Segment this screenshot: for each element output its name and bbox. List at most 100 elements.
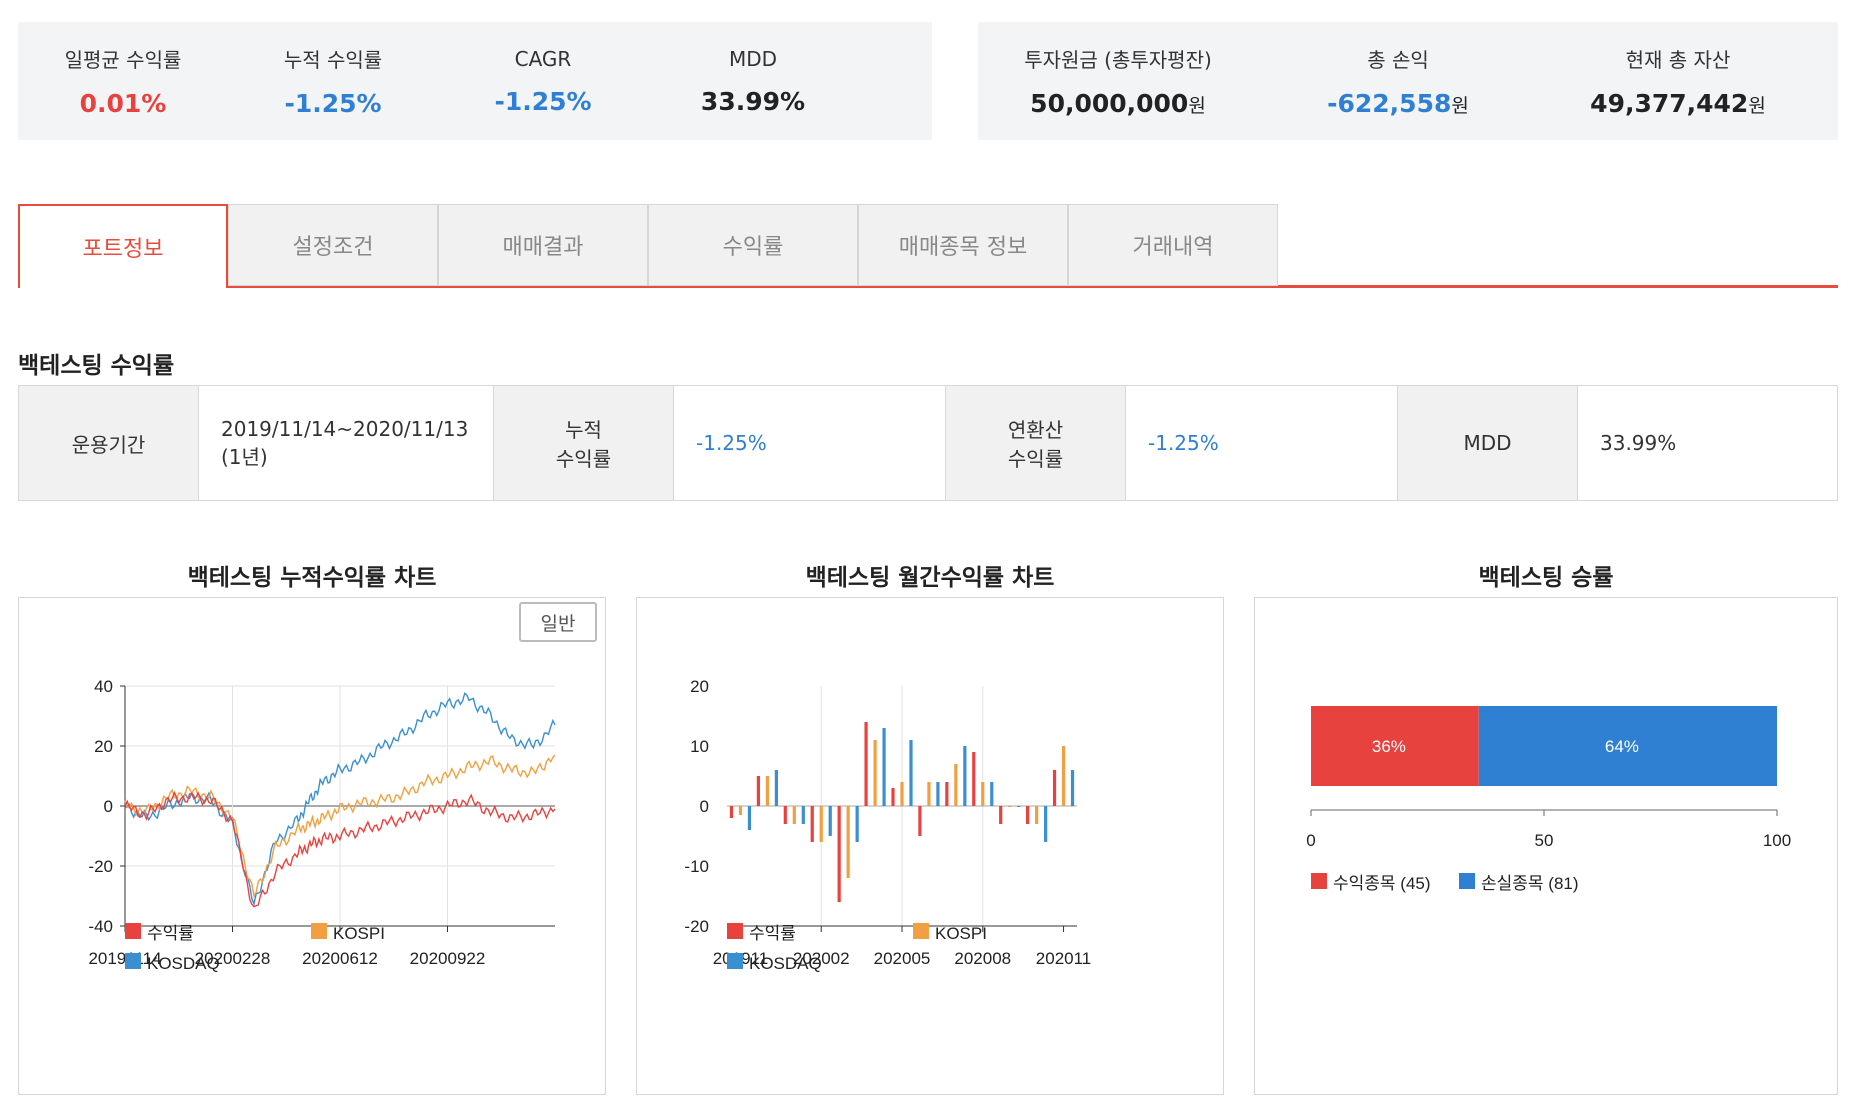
y-tick-label: 20: [690, 677, 709, 696]
stat-number: 50,000,000: [1030, 89, 1189, 118]
bar-kosdaq: [990, 782, 994, 806]
bar-kosdaq: [963, 746, 967, 806]
bar-kosdaq: [936, 782, 940, 806]
x-tick-label: 50: [1535, 831, 1554, 850]
chart-scale-toggle-button[interactable]: 일반: [519, 602, 597, 642]
bar-kosdaq: [909, 740, 913, 806]
bar-kospi: [738, 806, 743, 815]
legend-swatch: [311, 923, 327, 939]
bar-kospi: [954, 764, 958, 806]
legend-label: 손실종목 (81): [1481, 874, 1579, 893]
tab-transactions[interactable]: 거래내역: [1068, 204, 1278, 286]
legend-label: KOSPI: [935, 924, 987, 943]
legend-label: KOSDAQ: [749, 954, 822, 973]
bar-segment-label: 36%: [1372, 737, 1406, 756]
y-tick-label: -40: [88, 917, 113, 936]
x-tick-label: 0: [1306, 831, 1315, 850]
y-tick-label: 0: [700, 797, 709, 816]
cum-return-value: -1.25%: [696, 431, 767, 455]
bar-profit: [837, 806, 841, 902]
bar-kospi: [873, 740, 877, 806]
x-tick-label: 20200228: [195, 949, 271, 968]
bar-profit: [999, 806, 1003, 824]
winrate-chart-title: 백테스팅 승률: [1478, 565, 1614, 591]
bar-kospi: [900, 782, 904, 806]
stat-unit: 원: [1748, 95, 1766, 117]
period-sub: (1년): [221, 444, 268, 469]
bar-segment-profit: [1311, 706, 1479, 786]
bar-kospi: [792, 806, 796, 824]
legend-swatch: [727, 923, 743, 939]
period-value-cell: 2019/11/14~2020/11/13 (1년): [199, 386, 494, 500]
cumulative-return-chart: 40200-20-4020191114202002282020061220200…: [88, 677, 556, 973]
bar-kospi: [765, 776, 769, 806]
tab-port-info[interactable]: 포트정보: [18, 204, 228, 288]
monthly-return-chart: 20100-10-2020191120200220200520200820201…: [684, 677, 1091, 973]
stat-unit: 원: [1451, 95, 1469, 117]
stat-value: 50,000,000원: [978, 89, 1258, 118]
monthly-chart-title: 백테스팅 월간수익률 차트: [805, 565, 1055, 591]
bar-kospi: [927, 782, 931, 806]
stat-daily-avg-return: 일평균 수익률 0.01%: [18, 44, 228, 118]
stat-cumulative-return: 누적 수익률 -1.25%: [228, 44, 438, 118]
cum-return-label: 누적 수익률: [494, 386, 674, 500]
x-tick-label: 202008: [954, 949, 1011, 968]
tab-settings[interactable]: 설정조건: [228, 204, 438, 286]
y-tick-label: 10: [690, 737, 709, 756]
legend-label: KOSPI: [333, 924, 385, 943]
tab-traded-stocks[interactable]: 매매종목 정보: [858, 204, 1068, 286]
mdd-label: MDD: [1398, 386, 1578, 500]
x-tick-label: 100: [1763, 831, 1791, 850]
stat-value: -1.25%: [284, 89, 382, 118]
bar-profit: [1052, 770, 1057, 806]
stat-label: 총 손익: [1367, 48, 1429, 72]
bar-kospi: [1008, 806, 1012, 807]
stat-label: 누적 수익률: [283, 48, 383, 72]
stat-label: 현재 총 자산: [1625, 48, 1731, 72]
bar-kospi: [1035, 806, 1039, 824]
bar-profit: [783, 806, 787, 824]
annual-return-value: -1.25%: [1148, 431, 1219, 455]
stat-cagr: CAGR -1.25%: [438, 47, 648, 116]
tab-returns[interactable]: 수익률: [648, 204, 858, 286]
annual-return-label-line2: 수익률: [1007, 447, 1064, 471]
cumulative-chart-panel: 일반 40200-20-4020191114202002282020061220…: [18, 597, 606, 1095]
bar-segment-loss: [1478, 706, 1777, 786]
stat-principal: 투자원금 (총투자평잔) 50,000,000원: [978, 44, 1258, 118]
legend-swatch: [125, 953, 141, 969]
stat-label: 투자원금 (총투자평잔): [1024, 48, 1212, 72]
stat-value: -622,558원: [1258, 89, 1538, 118]
bar-kosdaq: [774, 770, 778, 806]
backtest-info-table: 운용기간 2019/11/14~2020/11/13 (1년) 누적 수익률 -…: [18, 385, 1838, 501]
tab-bar: 포트정보 설정조건 매매결과 수익률 매매종목 정보 거래내역: [18, 204, 1838, 288]
mdd-value: 33.99%: [1600, 431, 1677, 455]
bar-kospi: [1061, 746, 1066, 806]
cumulative-chart-title: 백테스팅 누적수익률 차트: [187, 565, 437, 591]
annual-return-label-line1: 연환산: [1007, 418, 1064, 442]
y-tick-label: -10: [684, 857, 709, 876]
bar-profit: [891, 788, 895, 806]
bar-kosdaq: [1044, 806, 1048, 842]
period-value: 2019/11/14~2020/11/13: [221, 416, 469, 441]
bar-profit: [972, 752, 976, 806]
winrate-chart-panel: 36% 64% 0 50 100 수익종목 (45) 손실종목 (81): [1254, 597, 1838, 1095]
x-tick-label: 202002: [793, 949, 850, 968]
bar-segment-label: 64%: [1605, 737, 1639, 756]
legend-swatch: [727, 953, 743, 969]
stat-label: MDD: [728, 46, 778, 71]
cum-return-value-cell: -1.25%: [674, 386, 946, 500]
stat-value: -1.25%: [494, 86, 592, 116]
tab-trade-results[interactable]: 매매결과: [438, 204, 648, 286]
x-tick-label: 202005: [874, 949, 931, 968]
bar-profit: [864, 722, 868, 806]
stat-value: 0.01%: [79, 89, 167, 118]
summary-panel-returns: 일평균 수익률 0.01% 누적 수익률 -1.25% CAGR -1.25% …: [18, 22, 932, 140]
summary-panel-assets: 투자원금 (총투자평잔) 50,000,000원 총 손익 -622,558원 …: [978, 22, 1838, 140]
legend-swatch: [1459, 873, 1475, 889]
bar-kosdaq: [801, 806, 805, 824]
stat-number: 49,377,442: [1590, 89, 1749, 118]
period-label: 운용기간: [19, 386, 199, 500]
legend-label: 수익률: [147, 924, 194, 943]
bar-profit: [729, 806, 734, 818]
win-rate-chart: 36% 64% 0 50 100 수익종목 (45) 손실종목 (81): [1306, 706, 1791, 893]
